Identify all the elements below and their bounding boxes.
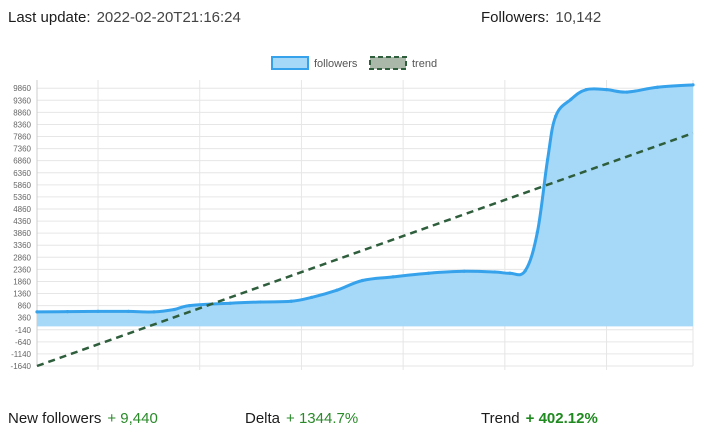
chart-svg: followers trend 9860 9360 8860 8360 7860 7360 68… — [11, 56, 695, 378]
y-tick-label: 7860 — [13, 133, 31, 142]
followers-point — [65, 310, 70, 314]
legend-label-followers: followers — [314, 58, 358, 70]
followers-point — [625, 90, 629, 94]
followers-point — [96, 309, 100, 314]
followers-point — [508, 271, 512, 275]
followers-line — [36, 83, 694, 314]
trend-line — [36, 131, 694, 368]
delta-stat: Delta + 1344.7% — [245, 410, 358, 427]
followers-point — [545, 158, 550, 162]
y-tick-label: 1860 — [13, 277, 31, 286]
followers-chart: followers trend 9860 9360 8860 8360 7860 7360 68… — [0, 48, 703, 378]
followers-point — [289, 299, 293, 303]
y-tick-label: 5360 — [13, 193, 31, 202]
followers-point — [391, 275, 395, 279]
last-update: Last update: 2022-02-20T21:16:24 — [8, 9, 241, 26]
y-tick-label: 4860 — [13, 205, 31, 214]
followers-point — [655, 85, 660, 89]
y-tick-label: -1140 — [11, 350, 31, 359]
followers-point — [691, 83, 695, 87]
y-tick-label: 3860 — [13, 229, 31, 238]
y-tick-label: 8860 — [13, 108, 31, 117]
y-tick-label: 7360 — [13, 145, 31, 154]
followers-point — [535, 230, 539, 234]
followers-point — [604, 88, 609, 92]
followers-point — [310, 295, 314, 299]
followers-point — [360, 278, 365, 283]
delta-label: Delta — [245, 410, 281, 427]
x-tick-label: Feb 16 — [183, 377, 217, 378]
trend-label: Trend — [481, 410, 520, 427]
followers-point — [259, 300, 263, 304]
y-tick-label: 2860 — [13, 253, 31, 262]
new-followers-label: New followers — [8, 410, 102, 427]
y-tick-label: 9860 — [13, 84, 31, 93]
x-tick-label: Feb 15 — [81, 377, 115, 378]
followers-point — [152, 310, 156, 314]
new-followers-stat: New followers + 9,440 — [8, 410, 158, 427]
x-tick-label: Feb 18 — [386, 377, 420, 378]
y-tick-label: 6360 — [13, 169, 31, 178]
followers-area — [37, 84, 693, 327]
header-bar: Last update: 2022-02-20T21:16:24 Follower… — [8, 9, 695, 31]
new-followers-value: + 9,440 — [107, 410, 158, 427]
followers-point — [493, 270, 497, 274]
y-tick-label: 3360 — [13, 241, 31, 250]
x-tick-label: Feb 17 — [284, 377, 318, 378]
delta-value: + 1344.7% — [286, 410, 359, 427]
y-tick-label: -1640 — [11, 362, 32, 371]
followers-point — [126, 309, 131, 314]
legend-label-trend: trend — [412, 58, 437, 70]
followers-point — [335, 288, 339, 292]
followers-point — [569, 97, 573, 101]
followers-point — [426, 271, 431, 275]
y-tick-label: 1360 — [13, 290, 31, 299]
followers-point — [172, 307, 176, 312]
y-tick-label: -140 — [15, 326, 32, 335]
followers-label: Followers: — [481, 9, 550, 26]
followers-point — [228, 301, 232, 305]
followers-point — [523, 269, 527, 273]
y-tick-label: 8360 — [13, 120, 31, 129]
y-tick-label: 360 — [18, 314, 32, 323]
legend-swatch-followers — [271, 56, 309, 70]
followers-point — [35, 310, 39, 314]
followers-point — [554, 114, 558, 118]
trend-value: + 402.12% — [525, 410, 598, 427]
legend-swatch-trend — [369, 56, 407, 70]
followers-value: 10,142 — [555, 9, 602, 26]
trend-stat: Trend + 402.12% — [481, 410, 598, 427]
y-tick-label: 6860 — [13, 157, 31, 166]
followers-point — [187, 304, 192, 308]
x-tick-label: Feb 19 — [488, 377, 522, 378]
followers-point — [462, 269, 466, 273]
followers-count: Followers: 10,142 — [481, 9, 601, 26]
stats-footer: New followers + 9,440 Delta + 1344.7% Tren… — [8, 410, 695, 432]
followers-point — [584, 88, 588, 92]
x-tick-label: Feb 20 — [589, 377, 623, 378]
y-tick-label: 9360 — [13, 96, 31, 105]
y-tick-label: -640 — [15, 338, 32, 347]
y-tick-label: 2360 — [13, 265, 31, 274]
y-tick-label: 4360 — [13, 217, 31, 226]
last-update-value: 2022-02-20T21:16:24 — [96, 9, 241, 26]
last-update-label: Last update: — [8, 9, 91, 26]
y-tick-label: 860 — [18, 302, 32, 311]
y-tick-label: 5860 — [13, 181, 31, 190]
chart-legend: followers trend — [271, 56, 437, 70]
